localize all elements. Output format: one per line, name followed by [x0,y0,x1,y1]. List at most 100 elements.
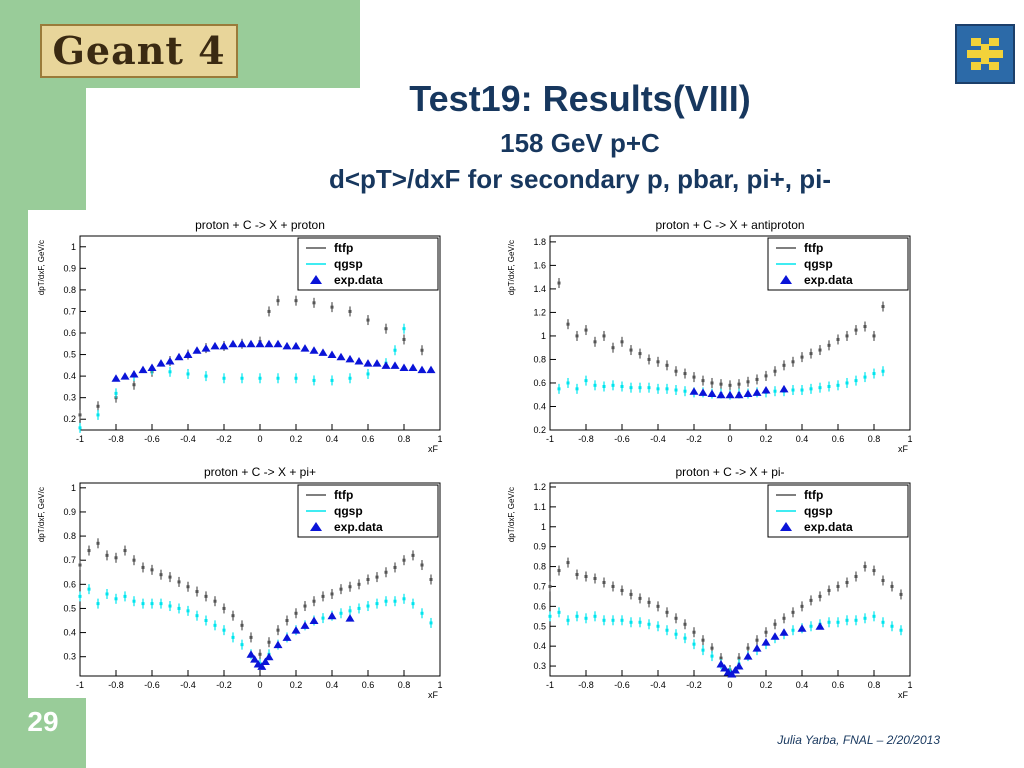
qgsp-point [357,606,361,610]
exp-data-point [246,650,256,658]
legend-entry: qgsp [804,504,833,518]
qgsp-point [276,376,280,380]
exp-data-point [336,352,346,361]
exp-data-point [707,389,717,398]
ftfp-point [213,599,217,603]
ftfp-point [593,340,597,344]
qgsp-point [683,636,687,640]
exp-data-point [752,388,762,396]
ftfp-point [647,357,651,361]
y-tick-label: 0.6 [533,601,546,611]
ftfp-point [800,604,804,608]
ftfp-point [78,413,82,417]
qgsp-point [195,614,199,618]
ftfp-point [764,630,768,634]
x-tick-label: -1 [546,434,554,444]
qgsp-point [321,616,325,620]
ftfp-point [746,380,750,384]
qgsp-point [584,616,588,620]
qgsp-point [141,602,145,606]
exp-data-point [183,350,193,359]
ftfp-point [420,563,424,567]
exp-data-point [698,388,708,396]
exp-data-point [730,666,740,674]
ftfp-point [186,585,190,589]
ftfp-point [150,568,154,572]
y-tick-label: 0.4 [533,641,546,651]
y-axis-label: dpT/dxF, GeV/c [507,487,516,542]
ftfp-point [620,340,624,344]
legend-exp-marker [780,522,792,531]
qgsp-point [231,635,235,639]
y-tick-label: 0.6 [533,378,546,388]
y-tick-label: 0.8 [63,285,76,295]
exp-data-point [237,339,247,348]
exp-data-point [174,352,184,361]
x-axis-label: xF [428,444,439,454]
legend-entry: exp.data [334,520,383,534]
y-axis-label: dpT/dxF, GeV/c [37,487,46,542]
ftfp-point [638,596,642,600]
qgsp-point [854,618,858,622]
ftfp-point [692,375,696,379]
ftfp-point [602,580,606,584]
exp-data-point [761,386,771,394]
ftfp-point [267,640,271,644]
y-tick-label: 0.8 [533,354,546,364]
ftfp-point [330,305,334,309]
qgsp-point [665,387,669,391]
qgsp-point [584,379,588,383]
ftfp-point [285,619,289,623]
y-tick-label: 1 [541,331,546,341]
exp-data-point [273,640,283,649]
exp-data-point [408,363,418,371]
legend-entry: exp.data [804,520,853,534]
ftfp-point [863,565,867,569]
qgsp-point [854,379,858,383]
ftfp-point [294,299,298,303]
qgsp-point [656,387,660,391]
x-tick-label: -0.4 [180,434,196,444]
ftfp-point [899,592,903,596]
qgsp-point [863,375,867,379]
qgsp-point [647,622,651,626]
y-tick-label: 0.3 [533,661,546,671]
ftfp-point [683,622,687,626]
qgsp-point [375,602,379,606]
ftfp-point [809,598,813,602]
ftfp-point [845,334,849,338]
qgsp-point [204,374,208,378]
ftfp-point [872,334,876,338]
x-tick-label: -1 [76,680,84,690]
exp-data-point [327,350,337,359]
ftfp-point [375,575,379,579]
exp-data-point [291,341,301,350]
y-tick-label: 1.1 [533,502,546,512]
qgsp-point [629,620,633,624]
chart-1: proton + C -> X + proton -1 -0.8 -0.6 -0.4 -0… [37,218,443,454]
y-tick-label: 1 [71,483,76,493]
y-axis-label: dpT/dxF, GeV/c [37,240,46,295]
qgsp-point [701,648,705,652]
x-tick-label: -0.4 [650,434,666,444]
qgsp-point [159,602,163,606]
legend-exp-marker [780,275,792,284]
qgsp-point [575,387,579,391]
ftfp-point [87,549,91,553]
qgsp-point [881,620,885,624]
x-tick-label: 0.8 [868,680,881,690]
ftfp-point [656,604,660,608]
exp-data-point [363,359,373,367]
x-tick-label: -0.8 [108,680,124,690]
ftfp-point [195,590,199,594]
x-tick-label: 0.6 [362,434,375,444]
series-ftfp [78,295,424,420]
ftfp-point [782,616,786,620]
ftfp-point [566,561,570,565]
ftfp-point [881,578,885,582]
exp-data-point [327,611,337,620]
exp-data-point [210,341,220,350]
ftfp-point [312,301,316,305]
exp-data-point [255,339,265,348]
qgsp-point [827,384,831,388]
